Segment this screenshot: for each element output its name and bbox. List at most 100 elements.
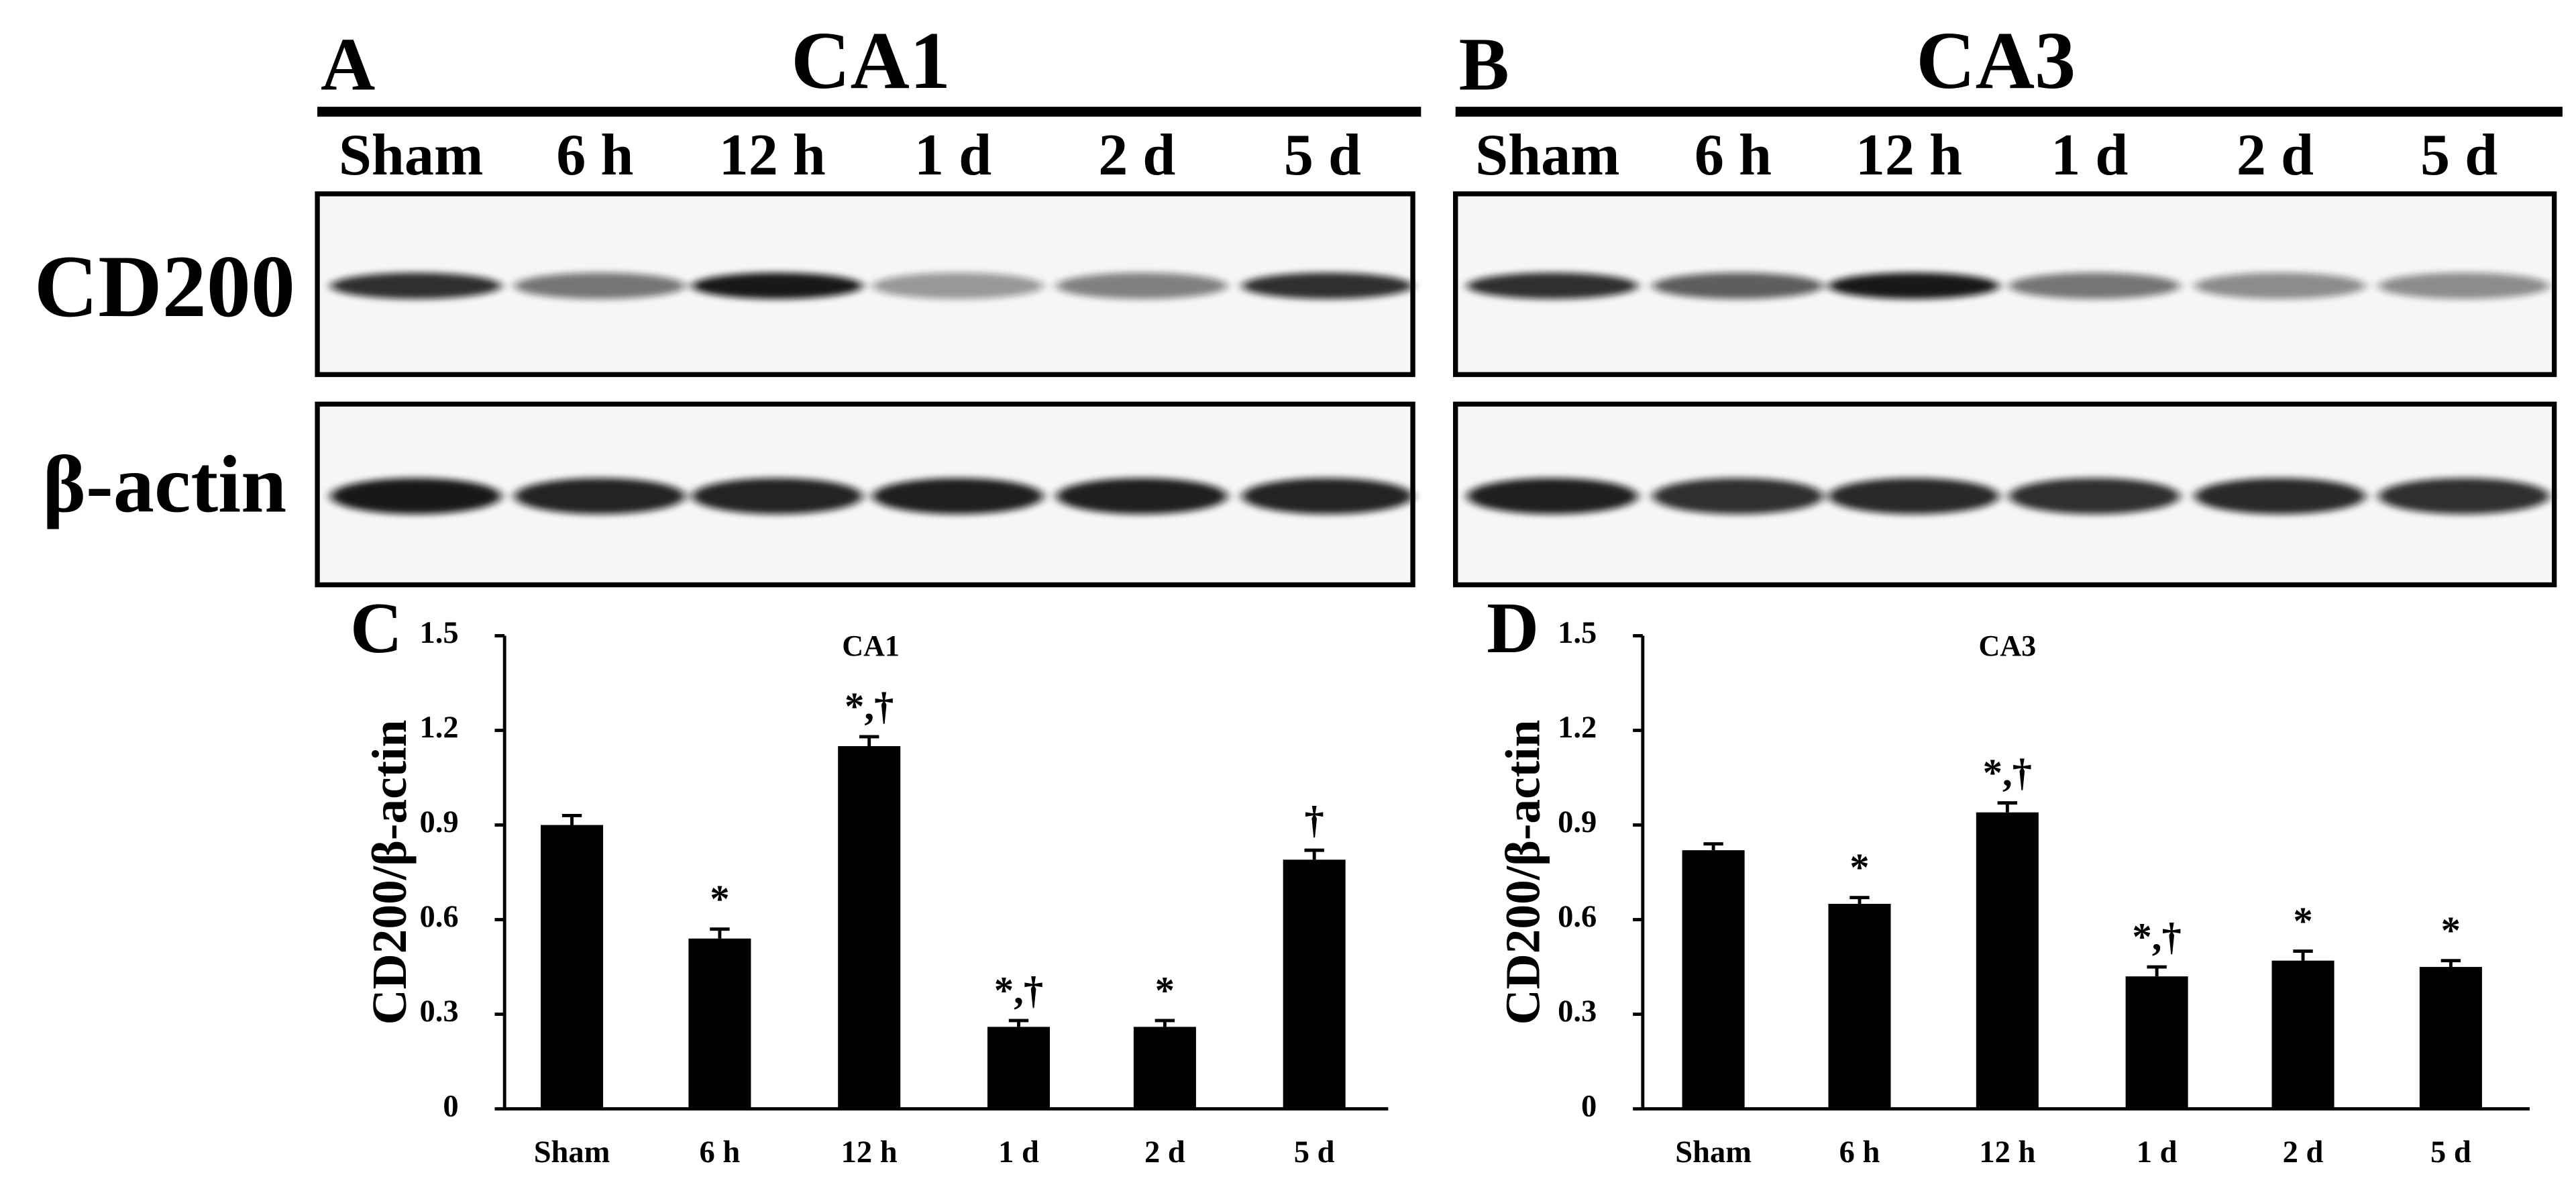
- significance-label: *: [2441, 909, 2461, 952]
- chart-title: CA3: [1979, 629, 2037, 662]
- lane-label: 6 h: [556, 122, 633, 188]
- y-tick-label: 0.6: [419, 900, 458, 934]
- lane-label: 2 d: [2237, 122, 2314, 188]
- band: [2008, 478, 2180, 515]
- significance-label: †: [1304, 798, 1324, 841]
- band: [692, 478, 863, 515]
- x-tick-label: 5 d: [1294, 1135, 1335, 1170]
- band: [330, 272, 502, 299]
- x-tick-label: Sham: [1675, 1135, 1752, 1170]
- bar: [688, 938, 751, 1109]
- band: [1242, 272, 1413, 299]
- band: [514, 272, 686, 299]
- band: [1652, 478, 1824, 515]
- bar: [1828, 904, 1891, 1109]
- band: [330, 478, 502, 515]
- significance-label: *: [710, 877, 729, 921]
- y-tick-label: 0.3: [419, 994, 458, 1029]
- header-rule: [317, 107, 1421, 117]
- x-tick-label: 2 d: [1144, 1135, 1185, 1170]
- y-tick-label: 1.2: [1558, 711, 1597, 745]
- panel-letter: C: [350, 588, 402, 668]
- x-tick-label: 1 d: [2137, 1135, 2178, 1170]
- band: [2194, 272, 2366, 299]
- band: [872, 478, 1044, 515]
- x-tick-label: Sham: [534, 1135, 610, 1170]
- blot-frame: [1453, 191, 2557, 377]
- x-tick-label: 5 d: [2430, 1135, 2471, 1170]
- blot-frame: [1453, 401, 2557, 588]
- band: [1242, 478, 1413, 515]
- significance-label: *: [1849, 845, 1869, 889]
- y-axis-label: CD200/β-actin: [362, 720, 417, 1025]
- band: [2378, 478, 2550, 515]
- significance-label: *,†: [2132, 915, 2181, 958]
- significance-label: *,†: [994, 968, 1043, 1012]
- panel-letter: A: [321, 23, 375, 107]
- lane-label: 5 d: [1284, 122, 1361, 188]
- y-tick-label: 1.5: [1558, 616, 1597, 650]
- row-label: β-actin: [43, 439, 287, 530]
- header-rule: [1455, 107, 2563, 117]
- chart-title: CA1: [842, 629, 900, 662]
- lane-label: 12 h: [1856, 122, 1962, 188]
- lane-label: 12 h: [719, 122, 826, 188]
- y-tick-label: 0.3: [1558, 994, 1597, 1029]
- panel-title: CA1: [791, 15, 951, 106]
- bar: [1976, 812, 2039, 1109]
- band: [1828, 478, 2000, 515]
- lane-label: Sham: [339, 122, 483, 188]
- x-tick-label: 6 h: [1839, 1135, 1880, 1170]
- y-tick-label: 0.9: [1558, 805, 1597, 839]
- bar: [1133, 1027, 1196, 1109]
- lane-label: 5 d: [2420, 122, 2498, 188]
- lane-label: Sham: [1475, 122, 1620, 188]
- y-tick-label: 0.6: [1558, 900, 1597, 934]
- significance-label: *: [2293, 899, 2312, 943]
- y-tick-label: 0: [443, 1089, 458, 1123]
- panel-letter: B: [1459, 23, 1509, 107]
- panel-title: CA3: [1916, 15, 2076, 106]
- band: [1466, 478, 1638, 515]
- y-tick-label: 1.2: [419, 711, 458, 745]
- lane-label: 2 d: [1098, 122, 1175, 188]
- x-tick-label: 12 h: [841, 1135, 898, 1170]
- bar: [987, 1027, 1050, 1109]
- x-tick-label: 1 d: [998, 1135, 1039, 1170]
- bar: [2271, 960, 2334, 1109]
- panel-letter: D: [1487, 588, 1539, 668]
- y-tick-label: 1.5: [419, 616, 458, 650]
- x-tick-label: 12 h: [1979, 1135, 2035, 1170]
- bar: [1283, 860, 1346, 1109]
- significance-label: *,†: [1983, 751, 2032, 794]
- row-label: CD200: [34, 237, 295, 335]
- band: [1828, 272, 2000, 299]
- significance-label: *: [1155, 968, 1175, 1012]
- band: [872, 272, 1044, 299]
- lane-label: 1 d: [914, 122, 991, 188]
- significance-label: *,†: [845, 684, 894, 728]
- band: [2008, 272, 2180, 299]
- band: [1652, 272, 1824, 299]
- x-tick-label: 2 d: [2283, 1135, 2324, 1170]
- bar: [1682, 850, 1745, 1109]
- y-axis-label: CD200/β-actin: [1495, 720, 1550, 1025]
- band: [514, 478, 686, 515]
- lane-label: 1 d: [2051, 122, 2128, 188]
- bar: [838, 746, 901, 1109]
- x-tick-label: 6 h: [700, 1135, 741, 1170]
- y-tick-label: 0: [1581, 1089, 1597, 1123]
- band: [1056, 478, 1228, 515]
- band: [692, 272, 863, 299]
- band: [2194, 478, 2366, 515]
- bar: [541, 825, 604, 1109]
- y-tick-label: 0.9: [419, 805, 458, 839]
- bar: [2419, 967, 2482, 1109]
- band: [2378, 272, 2550, 299]
- band: [1056, 272, 1228, 299]
- band: [1466, 272, 1638, 299]
- bar: [2125, 976, 2188, 1109]
- lane-label: 6 h: [1695, 122, 1772, 188]
